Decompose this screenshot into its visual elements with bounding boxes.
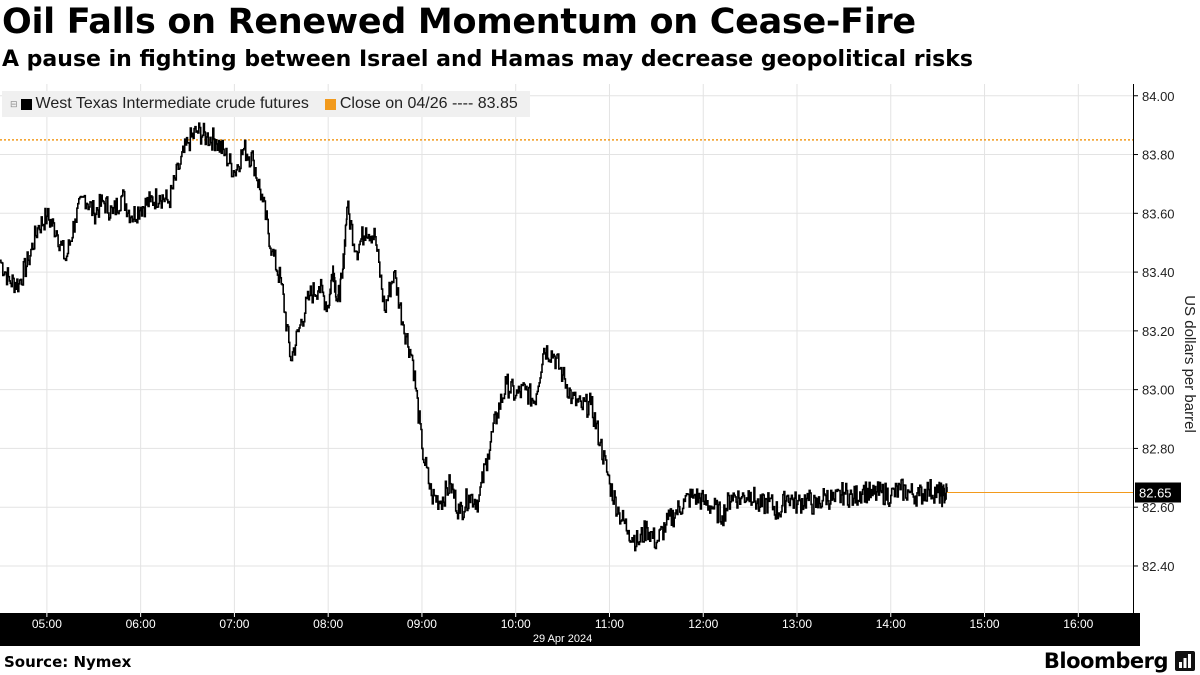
y-tick-label-6: 83.60 [1142, 206, 1175, 221]
wti-price-line [0, 122, 948, 552]
x-axis-bar [0, 613, 1140, 646]
y-tick-label-2: 82.80 [1142, 441, 1175, 456]
y-tick-label-1: 82.60 [1142, 500, 1175, 515]
last-value-label: 82.65 [1139, 486, 1172, 501]
x-tick-label-0: 05:00 [32, 617, 62, 631]
x-tick-label-2: 07:00 [219, 617, 249, 631]
brand: Bloomberg [1044, 648, 1196, 674]
legend-label-wti: West Texas Intermediate crude futures [35, 95, 309, 112]
legend-drag-icon: ⊟ [10, 98, 18, 109]
x-tick-label-3: 08:00 [313, 617, 343, 631]
y-tick-label-3: 83.00 [1142, 383, 1175, 398]
legend-swatch-wti [20, 98, 32, 110]
y-tick-label-8: 84.00 [1142, 89, 1175, 104]
x-tick-label-1: 06:00 [126, 617, 156, 631]
y-tick-label-5: 83.40 [1142, 265, 1175, 280]
last-value-marker: 82.65 [947, 482, 1181, 503]
bloomberg-terminal-icon [1175, 651, 1195, 671]
x-tick-label-9: 14:00 [876, 617, 906, 631]
vertical-gridlines [46, 84, 1079, 613]
horizontal-gridlines [0, 95, 1133, 567]
y-axis: 82.40 82.60 82.80 83.00 83.20 83.40 83.60 83.80… [1133, 84, 1175, 613]
wti-series [0, 122, 948, 552]
legend-item-close: Close on 04/26 ---- 83.85 [324, 95, 518, 113]
x-tick-label-4: 09:00 [407, 617, 437, 631]
bloomberg-logo-text: Bloomberg [1043, 649, 1169, 673]
x-axis-date-label: 29 Apr 2024 [533, 633, 592, 645]
legend-label-close: Close on 04/26 ---- 83.85 [339, 95, 518, 112]
legend-item-wti: West Texas Intermediate crude futures [20, 95, 309, 113]
last-value-badge [1135, 482, 1181, 503]
source-note: Source: Nymex [4, 653, 132, 671]
chart-svg: 82.65 82.40 82.60 82.80 83.00 83.20 83.40 83.6… [0, 84, 1198, 646]
y-axis-label: US dollars per barrel [1181, 295, 1198, 433]
x-tick-label-5: 10:00 [501, 617, 531, 631]
x-tick-label-10: 15:00 [970, 617, 1000, 631]
x-tick-label-6: 11:00 [595, 617, 624, 631]
y-tick-label-4: 83.20 [1142, 324, 1175, 339]
x-axis: 05:00 06:00 07:00 08:00 09:00 10:00 11:00 12:00… [0, 613, 1140, 646]
y-tick-label-7: 83.80 [1142, 148, 1175, 163]
chart-subtitle: A pause in fighting between Israel and H… [2, 47, 973, 72]
x-tick-label-11: 16:00 [1063, 617, 1093, 631]
y-tick-label-0: 82.40 [1142, 559, 1175, 574]
x-tick-label-7: 12:00 [688, 617, 718, 631]
chart-title: Oil Falls on Renewed Momentum on Cease-F… [2, 2, 916, 42]
x-tick-label-8: 13:00 [782, 617, 812, 631]
legend-swatch-close [324, 98, 336, 110]
chart-area: 82.65 82.40 82.60 82.80 83.00 83.20 83.40 83.6… [0, 84, 1200, 646]
legend: ⊟ West Texas Intermediate crude futures … [2, 91, 530, 117]
